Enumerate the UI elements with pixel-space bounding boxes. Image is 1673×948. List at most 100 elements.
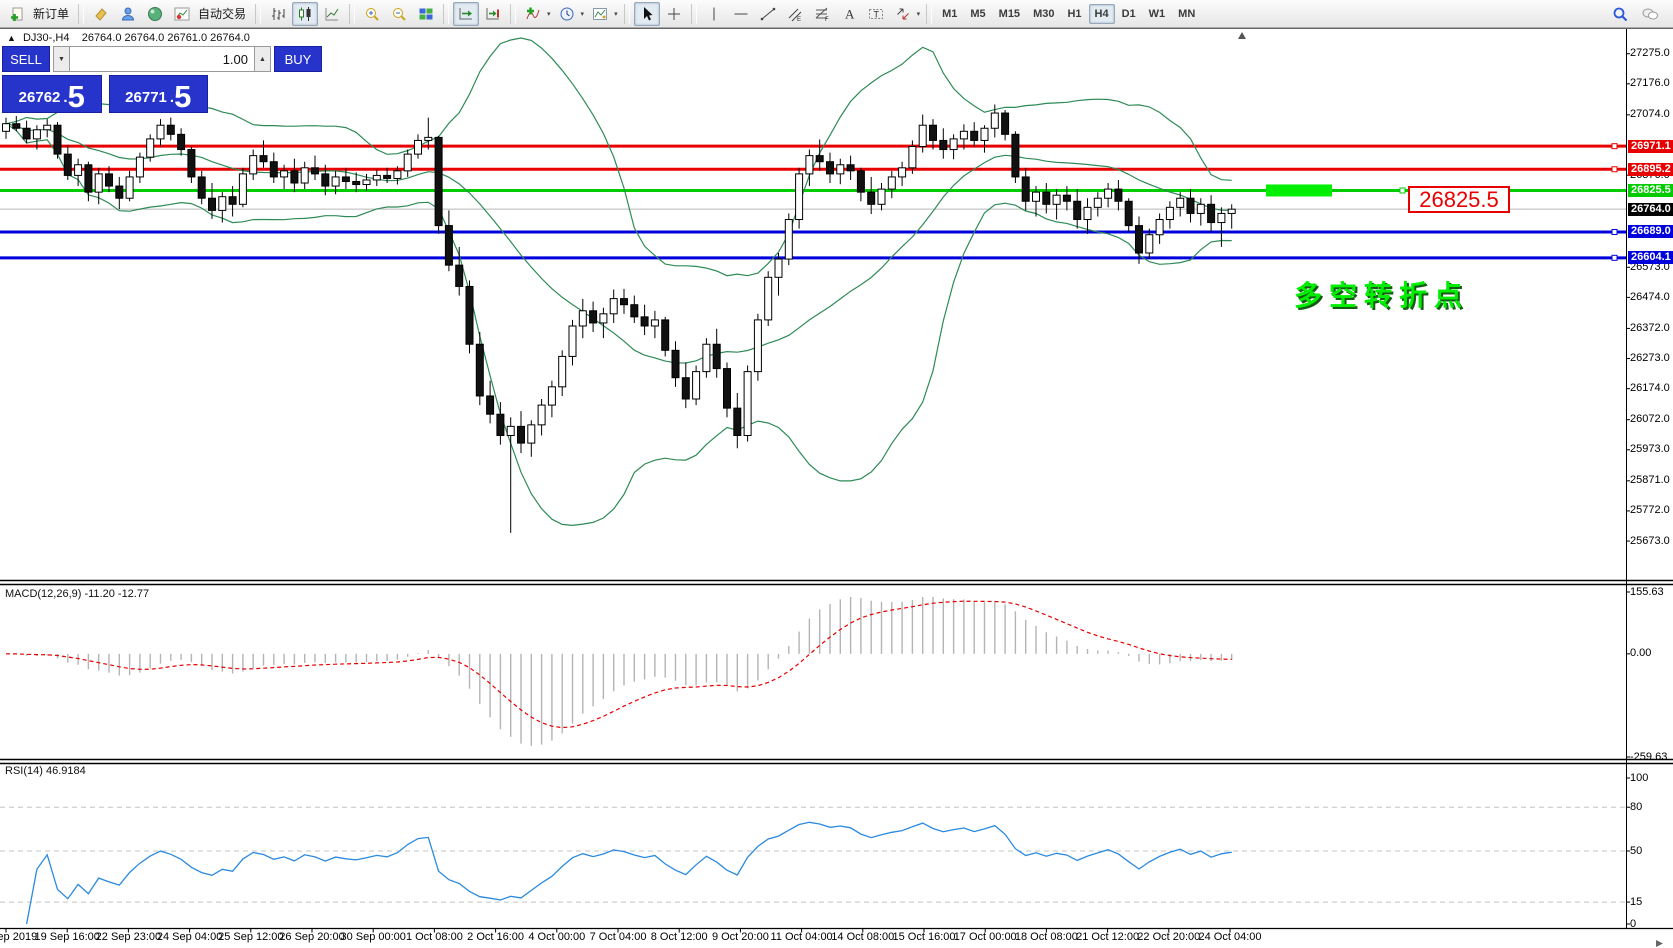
text-label-button[interactable]: T (863, 2, 889, 26)
candle (352, 180, 361, 186)
candle (990, 112, 999, 129)
highlight-bar[interactable] (1266, 184, 1332, 197)
time-axis-label: 30 Sep 00:00 (340, 931, 406, 943)
volume-decrease-button[interactable]: ▼ (53, 46, 70, 72)
macd-axis-label: 155.63 (1630, 585, 1664, 598)
macd-indicator-label: MACD(12,26,9) -11.20 -12.77 (5, 588, 150, 600)
candle (496, 413, 505, 437)
main-chart-group (0, 37, 1626, 533)
chat-button[interactable] (1637, 2, 1663, 26)
cursor-icon (643, 6, 653, 20)
buy-price-main: 26771 (125, 89, 167, 106)
candle (856, 170, 865, 193)
horizontal-line-icon (734, 13, 748, 14)
rsi-indicator-label: RSI(14) 46.9184 (5, 765, 86, 777)
candle (2, 123, 10, 132)
sell-button[interactable]: SELL (2, 46, 50, 72)
volume-input[interactable] (70, 46, 254, 72)
scroll-right-arrow[interactable] (1656, 940, 1663, 947)
indicators-button-dropdown-caret[interactable]: ▾ (547, 10, 551, 18)
candle (22, 127, 31, 140)
candle (269, 161, 278, 178)
timeframe-m30-button[interactable]: M30 (1033, 7, 1055, 20)
candle (929, 124, 937, 141)
periods-button[interactable] (554, 2, 580, 26)
line-anchor[interactable] (1611, 166, 1618, 173)
zoom-in-icon (366, 7, 379, 21)
bar-chart-button[interactable] (265, 2, 291, 26)
toolbar-separator (443, 3, 450, 24)
candle (753, 319, 762, 373)
horizontal-line-button[interactable] (728, 2, 754, 26)
price-tick-label: 27074.0 (1630, 108, 1670, 121)
time-axis-label: 17 Oct 00:00 (953, 931, 1017, 943)
volume-increase-button[interactable]: ▲ (254, 46, 271, 72)
candle (208, 197, 216, 211)
fibonacci-button[interactable]: F (809, 2, 835, 26)
candle (434, 136, 443, 227)
svg-text:A: A (845, 6, 855, 21)
periods-button-dropdown-caret[interactable]: ▾ (580, 10, 585, 18)
candle (589, 310, 598, 324)
yellow-diamond-icon (95, 7, 107, 21)
templates-icon (593, 7, 608, 20)
buy-button[interactable]: BUY (274, 46, 322, 72)
candle (53, 124, 62, 155)
buy-price-big-digit: 5 (174, 79, 192, 114)
search-button[interactable] (1607, 2, 1633, 26)
timeframe-h1-button[interactable]: H1 (1067, 7, 1082, 20)
tile-windows-button[interactable] (413, 2, 439, 26)
auto-scroll-button[interactable] (453, 1, 480, 26)
line-chart-button[interactable] (319, 2, 345, 26)
arrows-button-dropdown-caret[interactable]: ▾ (916, 10, 921, 18)
new-order-button[interactable] (4, 2, 30, 26)
svg-text:T: T (873, 9, 879, 19)
timeframe-d1-button[interactable]: D1 (1121, 7, 1136, 20)
frame-group (0, 28, 1673, 947)
timeframe-m1-button[interactable]: M1 (942, 7, 958, 20)
chart-shift-marker[interactable] (1238, 32, 1246, 39)
timeframe-mn-button[interactable]: MN (1178, 7, 1196, 20)
candle (1207, 203, 1216, 224)
auto-trading-button[interactable] (169, 2, 195, 26)
globe-button[interactable] (142, 2, 168, 26)
equidistant-channel-button[interactable]: E (782, 2, 808, 26)
crosshair-button[interactable] (661, 2, 687, 26)
candle (249, 155, 258, 175)
line-anchor[interactable] (1611, 254, 1618, 261)
line-anchor[interactable] (1611, 143, 1618, 150)
line-anchor[interactable] (1611, 228, 1618, 235)
timeframe-m5-button[interactable]: M5 (970, 7, 986, 20)
macd-axis-label: 0.00 (1630, 647, 1652, 660)
candle (403, 153, 412, 172)
macd-axis-label: -259.63 (1630, 750, 1668, 763)
templates-button-dropdown-caret[interactable]: ▾ (614, 10, 618, 18)
candle (331, 176, 340, 187)
templates-button[interactable] (587, 2, 613, 26)
timeframe-m15-button[interactable]: M15 (998, 7, 1021, 20)
chart-shift-button[interactable] (480, 2, 506, 26)
user-button[interactable] (115, 2, 141, 26)
zoom-in-button[interactable] (359, 2, 385, 26)
text-button[interactable]: A (836, 2, 862, 26)
time-axis-label: 8 Oct 12:00 (650, 931, 708, 943)
vertical-line-button[interactable] (701, 2, 727, 26)
arrows-button[interactable] (890, 2, 916, 26)
candle (918, 124, 927, 148)
collapse-icon[interactable]: ▲ (7, 33, 16, 43)
price-badge: 26895.2 (1628, 162, 1673, 176)
yellow-diamond-button[interactable] (88, 2, 114, 26)
trendline-button[interactable] (755, 2, 781, 26)
candle (393, 170, 402, 179)
time-axis-label: 9 Oct 20:00 (711, 931, 769, 943)
timeframe-h4-button[interactable]: H4 (1088, 3, 1115, 24)
zoom-out-button[interactable] (386, 2, 412, 26)
timeframe-w1-button[interactable]: W1 (1148, 7, 1166, 20)
sell-price-big-digit: 5 (67, 79, 85, 114)
candlestick-chart-button[interactable] (292, 1, 319, 26)
cursor-button[interactable] (633, 1, 660, 26)
line-anchor[interactable] (1399, 187, 1406, 194)
price-badge: 26825.5 (1628, 183, 1673, 197)
indicators-button[interactable] (520, 2, 546, 26)
